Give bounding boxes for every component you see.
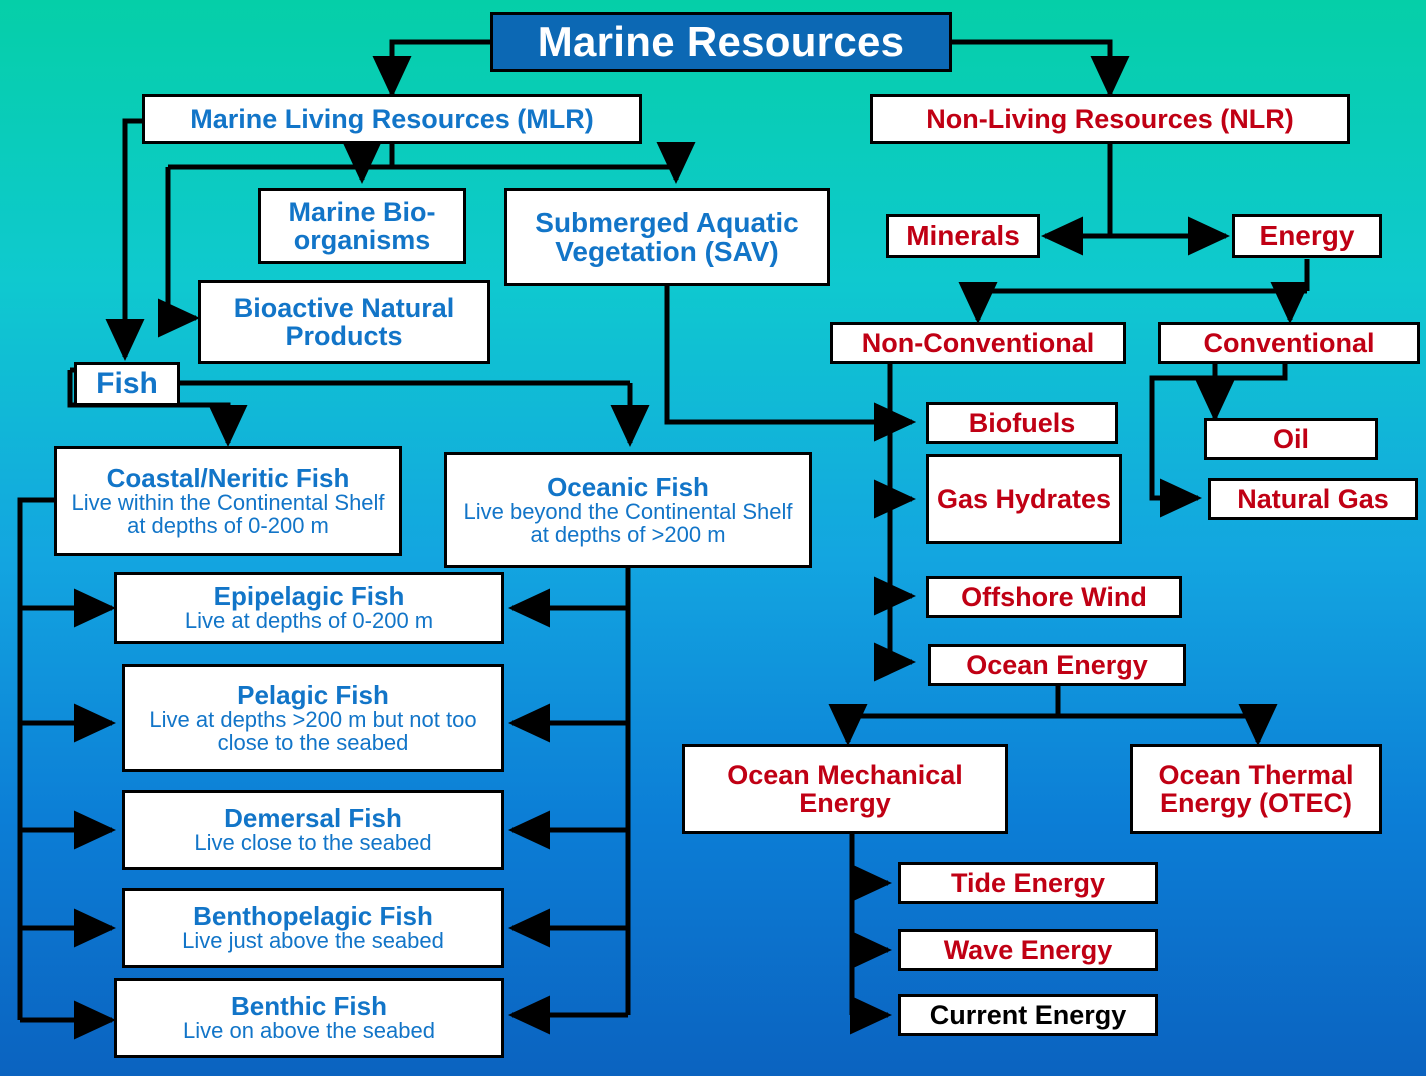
node-title: Ocean Mechanical Energy bbox=[727, 759, 963, 818]
node-title: Natural Gas bbox=[1237, 483, 1389, 514]
node-demersal-fish[interactable]: Demersal Fish Live close to the seabed bbox=[122, 790, 504, 870]
node-subtitle: Live just above the seabed bbox=[182, 928, 444, 954]
node-submerged-aquatic-vegetation[interactable]: Submerged Aquatic Vegetation (SAV) bbox=[504, 188, 830, 286]
node-non-living-resources[interactable]: Non-Living Resources (NLR) bbox=[870, 94, 1350, 144]
node-title: Pelagic Fish bbox=[237, 679, 389, 710]
node-subtitle: Live at depths >200 m but not too close … bbox=[149, 706, 477, 755]
node-conventional[interactable]: Conventional bbox=[1158, 322, 1420, 364]
node-biofuels[interactable]: Biofuels bbox=[926, 402, 1118, 444]
node-title: Offshore Wind bbox=[961, 581, 1147, 612]
node-natural-gas[interactable]: Natural Gas bbox=[1208, 478, 1418, 520]
node-title: Oil bbox=[1272, 423, 1309, 454]
node-current-energy[interactable]: Current Energy bbox=[898, 994, 1158, 1036]
node-title: Demersal Fish bbox=[224, 803, 402, 834]
node-coastal-neritic-fish[interactable]: Coastal/Neritic Fish Live within the Con… bbox=[54, 446, 402, 556]
node-title: Bioactive Natural Products bbox=[233, 292, 455, 351]
node-gas-hydrates[interactable]: Gas Hydrates bbox=[926, 454, 1122, 544]
node-subtitle: Live close to the seabed bbox=[194, 830, 432, 856]
node-title: Fish bbox=[96, 367, 158, 401]
node-title: Non-Living Resources (NLR) bbox=[926, 103, 1294, 134]
node-title: Tide Energy bbox=[950, 867, 1106, 898]
node-benthic-fish[interactable]: Benthic Fish Live on above the seabed bbox=[114, 978, 504, 1058]
node-marine-resources[interactable]: Marine Resources bbox=[490, 12, 952, 72]
node-title: Non-Conventional bbox=[861, 327, 1095, 358]
node-marine-bio-organisms[interactable]: Marine Bio-organisms bbox=[258, 188, 466, 264]
node-title: Ocean Thermal Energy (OTEC) bbox=[1158, 759, 1354, 818]
node-marine-living-resources[interactable]: Marine Living Resources (MLR) bbox=[142, 94, 642, 144]
node-fish[interactable]: Fish bbox=[74, 362, 180, 406]
node-subtitle: Live on above the seabed bbox=[183, 1018, 435, 1044]
node-title: Wave Energy bbox=[943, 934, 1113, 965]
node-offshore-wind[interactable]: Offshore Wind bbox=[926, 576, 1182, 618]
node-bioactive-natural-products[interactable]: Bioactive Natural Products bbox=[198, 280, 490, 364]
node-oil[interactable]: Oil bbox=[1204, 418, 1378, 460]
node-minerals[interactable]: Minerals bbox=[886, 214, 1040, 258]
node-title: Coastal/Neritic Fish bbox=[106, 462, 350, 493]
node-oceanic-fish[interactable]: Oceanic Fish Live beyond the Continental… bbox=[444, 452, 812, 568]
node-ocean-energy[interactable]: Ocean Energy bbox=[928, 644, 1186, 686]
node-ocean-thermal-energy[interactable]: Ocean Thermal Energy (OTEC) bbox=[1130, 744, 1382, 834]
node-wave-energy[interactable]: Wave Energy bbox=[898, 929, 1158, 971]
node-benthopelagic-fish[interactable]: Benthopelagic Fish Live just above the s… bbox=[122, 888, 504, 968]
node-subtitle: Live at depths of 0-200 m bbox=[184, 608, 434, 634]
node-title: Marine Bio-organisms bbox=[288, 196, 436, 255]
node-title: Biofuels bbox=[968, 407, 1076, 438]
node-ocean-mechanical-energy[interactable]: Ocean Mechanical Energy bbox=[682, 744, 1008, 834]
node-title: Epipelagic Fish bbox=[213, 581, 405, 612]
node-non-conventional[interactable]: Non-Conventional bbox=[830, 322, 1126, 364]
node-title: Benthopelagic Fish bbox=[193, 901, 433, 932]
node-title: Marine Resources bbox=[537, 18, 905, 66]
node-title: Energy bbox=[1259, 220, 1355, 252]
node-title: Oceanic Fish bbox=[547, 471, 709, 502]
node-title: Benthic Fish bbox=[230, 991, 387, 1022]
node-pelagic-fish[interactable]: Pelagic Fish Live at depths >200 m but n… bbox=[122, 664, 504, 772]
node-title: Marine Living Resources (MLR) bbox=[190, 103, 594, 134]
node-epipelagic-fish[interactable]: Epipelagic Fish Live at depths of 0-200 … bbox=[114, 572, 504, 644]
node-title: Conventional bbox=[1203, 327, 1375, 358]
node-title: Gas Hydrates bbox=[936, 483, 1112, 514]
node-subtitle: Live within the Continental Shelf at dep… bbox=[71, 489, 385, 538]
node-title: Ocean Energy bbox=[966, 649, 1148, 680]
node-title: Minerals bbox=[906, 220, 1020, 252]
node-subtitle: Live beyond the Continental Shelf at dep… bbox=[463, 498, 793, 547]
node-title: Current Energy bbox=[929, 999, 1127, 1030]
node-title: Submerged Aquatic Vegetation (SAV) bbox=[535, 206, 799, 267]
node-energy[interactable]: Energy bbox=[1232, 214, 1382, 258]
node-tide-energy[interactable]: Tide Energy bbox=[898, 862, 1158, 904]
